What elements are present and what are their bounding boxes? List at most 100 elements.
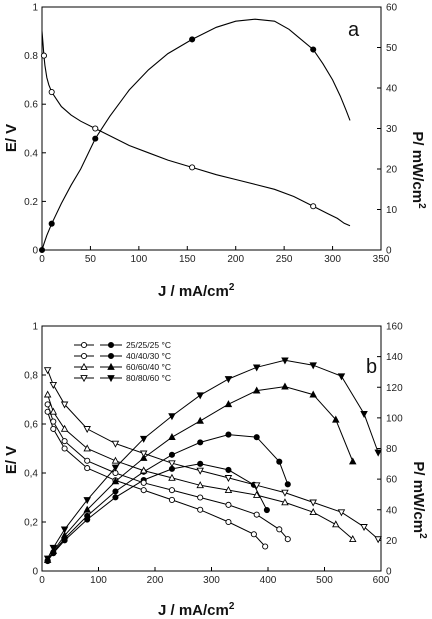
power-point-2: [84, 512, 91, 519]
voltage-point-3: [60, 424, 69, 432]
b-y-tick-label: 0,6: [24, 420, 38, 431]
y2-axis-label-b: P/ mW/cm2: [410, 461, 428, 539]
power-point-4: [111, 464, 120, 472]
power-point-2: [284, 481, 291, 488]
a-y-tick-label: 0.4: [24, 148, 38, 159]
a-y2-tick-label: 30: [386, 124, 398, 135]
voltage-point-4: [168, 460, 176, 468]
a-y2-tick-label: 10: [386, 205, 398, 216]
power-point-4: [252, 364, 261, 372]
power-point-1: [263, 507, 270, 514]
power-curve-a: [41, 18, 351, 251]
a-x-tick-label: 0: [39, 254, 45, 265]
b-x-tick-label: 0: [39, 575, 45, 586]
voltage-curve-a-point: [310, 203, 317, 210]
power-point-4: [139, 435, 148, 443]
x-axis-label-a: J / mA/cm2: [158, 282, 235, 300]
legend-marker-filled: [107, 341, 115, 349]
voltage-point-2: [61, 438, 68, 445]
voltage-point-2: [44, 401, 51, 408]
voltage-point-3: [43, 390, 52, 398]
power-point-3: [83, 505, 91, 513]
b-x-tick-label: 400: [260, 575, 277, 586]
legend-marker-open: [80, 341, 88, 349]
power-point-4: [83, 497, 91, 505]
voltage-point-1: [84, 465, 91, 472]
voltage-point-3: [309, 508, 317, 516]
a-x-tick-label: 250: [276, 254, 293, 265]
b-y-tick-label: 0,8: [24, 371, 38, 382]
power-point-1: [112, 494, 119, 501]
panel-label-a: a: [348, 19, 360, 41]
voltage-point-3: [83, 444, 91, 452]
legend-marker-open: [80, 362, 88, 370]
power-point-4: [43, 555, 52, 563]
voltage-point-1: [197, 506, 204, 513]
voltage-point-3: [252, 490, 261, 498]
power-point-1: [225, 466, 232, 473]
voltage-point-3: [348, 534, 357, 542]
legend: 25/25/25 °C40/40/30 °C60/60/40 °C80/80/6…: [74, 340, 171, 383]
voltage-point-2: [253, 511, 260, 518]
power-curve-a-point: [38, 246, 46, 254]
y-axis-label-a: E/ V: [3, 124, 20, 152]
voltage-point-3: [139, 466, 148, 474]
voltage-point-2: [50, 418, 57, 425]
power-point-2: [112, 488, 119, 495]
power-curve-4: [47, 359, 379, 559]
a-y2-tick-label: 40: [386, 84, 398, 95]
voltage-curve-4: [47, 369, 379, 540]
voltage-point-2: [225, 501, 232, 508]
power-point-4: [49, 544, 58, 552]
power-point-2: [253, 434, 260, 441]
axes-b: 0 100 200 300 400 500 60000,20,40,60,810204060…: [24, 322, 403, 587]
a-y2-tick-label: 20: [386, 165, 398, 176]
b-y2-tick-label: 140: [386, 352, 403, 363]
power-curve-1: [47, 463, 268, 562]
power-curve-2: [47, 434, 289, 561]
power-point-4: [224, 376, 233, 384]
y2-axis-label-a: P/ mW/cm2: [409, 131, 427, 209]
voltage-point-4: [83, 426, 91, 434]
power-curve-a-point: [92, 135, 99, 142]
power-point-4: [196, 392, 204, 400]
voltage-curve-a-point: [40, 52, 47, 59]
b-x-tick-label: 300: [203, 575, 220, 586]
voltage-point-1: [61, 445, 68, 452]
power-point-3: [332, 415, 340, 423]
power-curve-a-point: [189, 36, 196, 43]
voltage-point-1: [168, 496, 175, 504]
power-point-2: [225, 431, 232, 438]
voltage-point-4: [252, 482, 261, 490]
power-point-1: [197, 460, 204, 467]
voltage-point-1: [50, 425, 57, 432]
a-x-tick-label: 150: [179, 254, 196, 265]
power-point-2: [276, 458, 283, 465]
power-curve-a-point: [48, 220, 55, 227]
power-point-4: [309, 362, 317, 370]
legend-marker-open: [80, 375, 88, 383]
legend-label: 25/25/25 °C: [126, 340, 171, 350]
b-y-tick-label: 0: [32, 567, 38, 578]
voltage-point-4: [60, 401, 69, 409]
b-y-tick-label: 1: [32, 322, 38, 333]
voltage-point-4: [111, 440, 120, 448]
b-y2-tick-label: 40: [386, 505, 398, 516]
voltage-point-4: [281, 489, 289, 497]
voltage-point-2: [140, 479, 147, 486]
voltage-point-2: [284, 536, 291, 543]
voltage-point-1: [140, 487, 147, 494]
chart-panel-a: 0 50 100 150 200 250 300 35000.20.40.60.8101020…: [3, 3, 427, 301]
voltage-point-2: [276, 526, 283, 533]
a-x-tick-label: 350: [373, 254, 390, 265]
power-point-4: [374, 449, 382, 457]
a-x-tick-label: 100: [131, 254, 148, 265]
series-b: [43, 357, 382, 565]
legend-marker-filled: [107, 362, 115, 370]
b-y-tick-label: 0,2: [24, 518, 38, 529]
a-y2-tick-label: 50: [386, 43, 398, 54]
b-y2-tick-label: 100: [386, 413, 403, 424]
b-x-tick-label: 500: [316, 575, 333, 586]
voltage-point-3: [224, 485, 233, 493]
b-y2-tick-label: 60: [386, 475, 398, 486]
